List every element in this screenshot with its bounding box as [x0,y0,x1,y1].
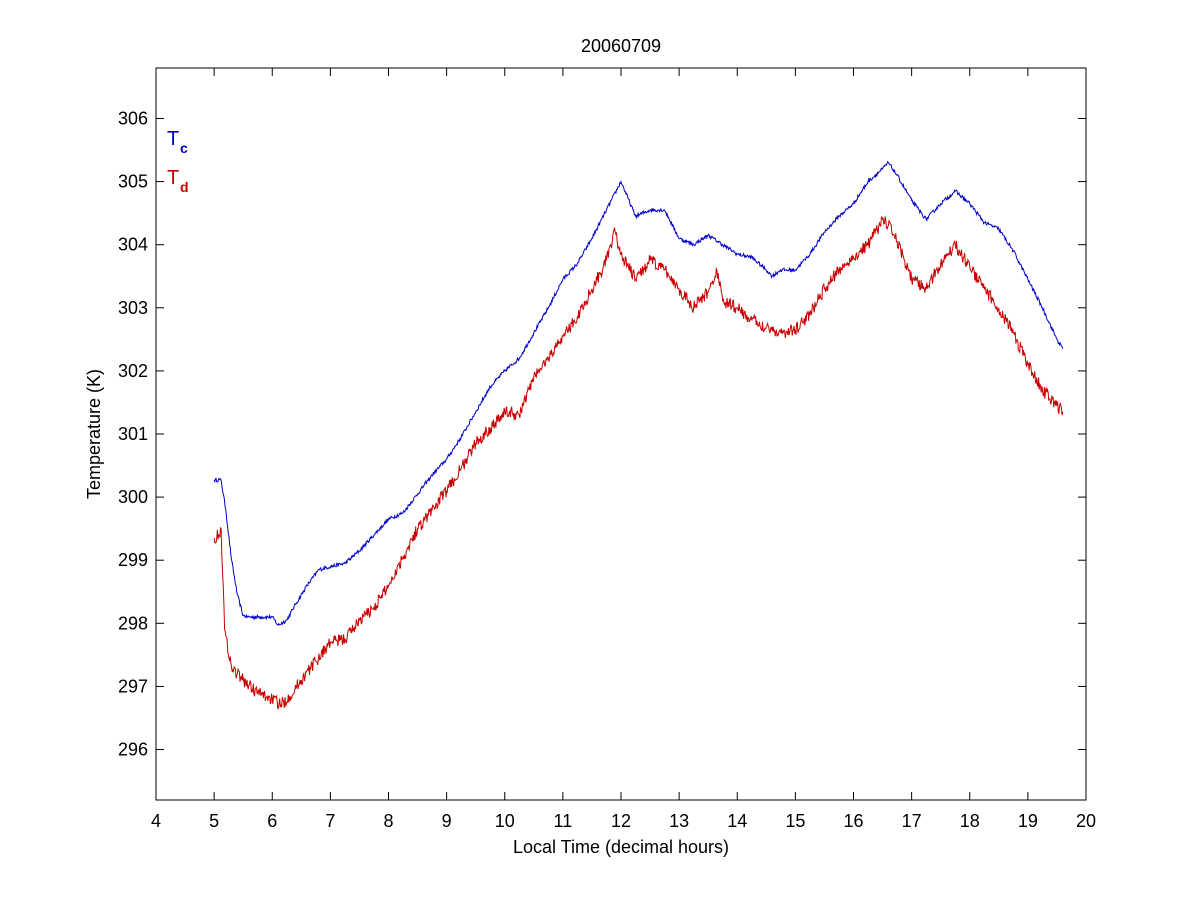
y-tick-label: 302 [118,361,148,381]
legend-entry-label: T [167,128,179,150]
x-tick-label: 13 [669,811,689,831]
axis-ticks: 4 5 6 7 8 9 10 11 12 13 14 15 16 17 18 19 20 296 297 298 299… [118,68,1096,831]
x-tick-label: 16 [843,811,863,831]
series-lines [213,160,1064,710]
x-tick-label: 6 [267,811,277,831]
x-axis-label: Local Time (decimal hours) [513,837,729,857]
x-tick-label: 17 [902,811,922,831]
x-tick-label: 11 [554,811,573,831]
y-tick-label: 306 [118,108,148,128]
x-tick-label: 5 [209,811,219,831]
y-tick-label: 300 [118,487,148,507]
legend-entry-subscript: c [180,140,188,156]
y-axis-label: Temperature (K) [84,369,104,499]
x-tick-label: 10 [495,811,515,831]
y-tick-label: 303 [118,298,148,318]
x-tick-label: 4 [151,811,161,831]
plot-area-frame [155,67,1087,801]
y-tick-label: 305 [118,172,148,192]
chart-title: 20060709 [581,36,661,56]
x-tick-label: 18 [960,811,980,831]
x-tick-label: 9 [442,811,452,831]
x-tick-label: 14 [727,811,747,831]
y-tick-label: 301 [118,424,148,444]
y-tick-label: 296 [118,740,148,760]
y-tick-label: 299 [118,550,148,570]
x-tick-label: 7 [325,811,335,831]
x-tick-label: 8 [383,811,393,831]
series-line-td [213,215,1064,710]
y-tick-label: 298 [118,613,148,633]
series-line-tc [213,160,1064,627]
legend-entry-subscript: d [180,179,189,195]
y-tick-label: 304 [118,235,148,255]
y-tick-label: 297 [118,676,148,696]
x-tick-label: 20 [1076,811,1096,831]
x-tick-label: 15 [785,811,805,831]
legend-entry-label: T [167,167,179,189]
x-tick-label: 12 [611,811,631,831]
x-tick-label: 19 [1018,811,1038,831]
